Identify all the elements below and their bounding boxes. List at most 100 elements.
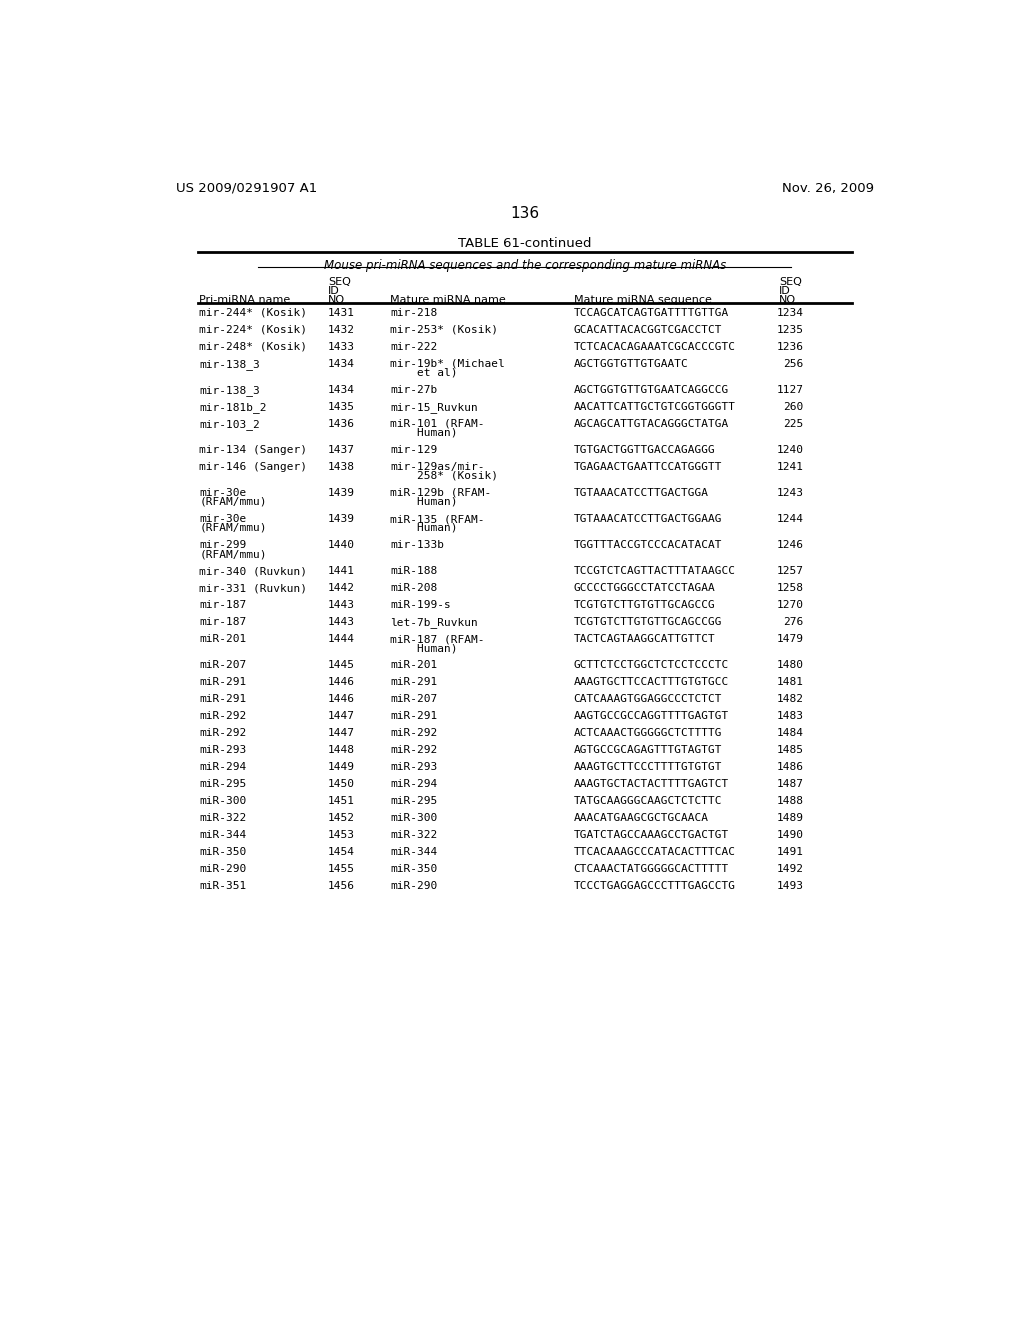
Text: miR-201: miR-201 (390, 660, 437, 671)
Text: 260: 260 (783, 401, 804, 412)
Text: miR-295: miR-295 (390, 796, 437, 807)
Text: 1454: 1454 (328, 847, 355, 857)
Text: 1439: 1439 (328, 515, 355, 524)
Text: mir-103_2: mir-103_2 (200, 418, 260, 429)
Text: mir-15_Ruvkun: mir-15_Ruvkun (390, 401, 478, 413)
Text: ACTCAAACTGGGGGCTCTTTTG: ACTCAAACTGGGGGCTCTTTTG (573, 729, 722, 738)
Text: 1244: 1244 (777, 515, 804, 524)
Text: 1449: 1449 (328, 762, 355, 772)
Text: mir-224* (Kosik): mir-224* (Kosik) (200, 325, 307, 335)
Text: 1435: 1435 (328, 401, 355, 412)
Text: et al): et al) (390, 367, 458, 378)
Text: 1438: 1438 (328, 462, 355, 471)
Text: ID: ID (779, 286, 791, 296)
Text: GCACATTACACGGTCGACCTCT: GCACATTACACGGTCGACCTCT (573, 325, 722, 335)
Text: AAACATGAAGCGCTGCAACA: AAACATGAAGCGCTGCAACA (573, 813, 709, 822)
Text: miR-344: miR-344 (200, 830, 247, 840)
Text: miR-300: miR-300 (390, 813, 437, 822)
Text: 1485: 1485 (777, 744, 804, 755)
Text: miR-350: miR-350 (390, 863, 437, 874)
Text: miR-300: miR-300 (200, 796, 247, 807)
Text: miR-101 (RFAM-: miR-101 (RFAM- (390, 418, 484, 429)
Text: mir-187: mir-187 (200, 601, 247, 610)
Text: 1489: 1489 (777, 813, 804, 822)
Text: TGTGACTGGTTGACCAGAGGG: TGTGACTGGTTGACCAGAGGG (573, 445, 716, 455)
Text: 1479: 1479 (777, 635, 804, 644)
Text: Mature miRNA sequence: Mature miRNA sequence (573, 296, 712, 305)
Text: 1453: 1453 (328, 830, 355, 840)
Text: miR-129b (RFAM-: miR-129b (RFAM- (390, 488, 492, 498)
Text: miR-293: miR-293 (390, 762, 437, 772)
Text: mir-134 (Sanger): mir-134 (Sanger) (200, 445, 307, 455)
Text: 1484: 1484 (777, 729, 804, 738)
Text: 1444: 1444 (328, 635, 355, 644)
Text: CTCAAACTATGGGGGCACTTTTT: CTCAAACTATGGGGGCACTTTTT (573, 863, 729, 874)
Text: miR-294: miR-294 (200, 762, 247, 772)
Text: miR-295: miR-295 (200, 779, 247, 789)
Text: mir-138_3: mir-138_3 (200, 359, 260, 370)
Text: mir-19b* (Michael: mir-19b* (Michael (390, 359, 505, 368)
Text: 1437: 1437 (328, 445, 355, 455)
Text: 1235: 1235 (777, 325, 804, 335)
Text: 1451: 1451 (328, 796, 355, 807)
Text: mir-248* (Kosik): mir-248* (Kosik) (200, 342, 307, 351)
Text: AAAGTGCTTCCCTTTTGTGTGT: AAAGTGCTTCCCTTTTGTGTGT (573, 762, 722, 772)
Text: AGCTGGTGTTGTGAATCAGGCCG: AGCTGGTGTTGTGAATCAGGCCG (573, 385, 729, 395)
Text: miR-322: miR-322 (390, 830, 437, 840)
Text: 1443: 1443 (328, 601, 355, 610)
Text: SEQ: SEQ (779, 277, 802, 286)
Text: 256: 256 (783, 359, 804, 368)
Text: 258* (Kosik): 258* (Kosik) (390, 471, 498, 480)
Text: GCCCCTGGGCCTATCCTAGAA: GCCCCTGGGCCTATCCTAGAA (573, 583, 716, 594)
Text: mir-299: mir-299 (200, 540, 247, 550)
Text: 1270: 1270 (777, 601, 804, 610)
Text: mir-222: mir-222 (390, 342, 437, 351)
Text: 1446: 1446 (328, 677, 355, 688)
Text: AAAGTGCTACTACTTTTGAGTCT: AAAGTGCTACTACTTTTGAGTCT (573, 779, 729, 789)
Text: 1258: 1258 (777, 583, 804, 594)
Text: 1431: 1431 (328, 308, 355, 318)
Text: Human): Human) (390, 496, 458, 507)
Text: AAAGTGCTTCCACTTTGTGTGCC: AAAGTGCTTCCACTTTGTGTGCC (573, 677, 729, 688)
Text: miR-187 (RFAM-: miR-187 (RFAM- (390, 635, 484, 644)
Text: AAGTGCCGCCAGGTTTTGAGTGT: AAGTGCCGCCAGGTTTTGAGTGT (573, 711, 729, 721)
Text: GCTTCTCCTGGCTCTCCTCCCTC: GCTTCTCCTGGCTCTCCTCCCTC (573, 660, 729, 671)
Text: miR-344: miR-344 (390, 847, 437, 857)
Text: US 2009/0291907 A1: US 2009/0291907 A1 (176, 182, 317, 194)
Text: TGAGAACTGAATTCCATGGGTT: TGAGAACTGAATTCCATGGGTT (573, 462, 722, 471)
Text: 1488: 1488 (777, 796, 804, 807)
Text: 1456: 1456 (328, 880, 355, 891)
Text: 1493: 1493 (777, 880, 804, 891)
Text: miR-322: miR-322 (200, 813, 247, 822)
Text: ID: ID (328, 286, 340, 296)
Text: 1434: 1434 (328, 359, 355, 368)
Text: mir-253* (Kosik): mir-253* (Kosik) (390, 325, 498, 335)
Text: 276: 276 (783, 618, 804, 627)
Text: miR-207: miR-207 (390, 694, 437, 705)
Text: 1440: 1440 (328, 540, 355, 550)
Text: Mouse pri-miRNA sequences and the corresponding mature miRNAs: Mouse pri-miRNA sequences and the corres… (324, 259, 726, 272)
Text: 1236: 1236 (777, 342, 804, 351)
Text: mir-30e: mir-30e (200, 488, 247, 498)
Text: 1241: 1241 (777, 462, 804, 471)
Text: miR-351: miR-351 (200, 880, 247, 891)
Text: miR-294: miR-294 (390, 779, 437, 789)
Text: TCCCTGAGGAGCCCTTTGAGCCTG: TCCCTGAGGAGCCCTTTGAGCCTG (573, 880, 735, 891)
Text: 225: 225 (783, 418, 804, 429)
Text: 1480: 1480 (777, 660, 804, 671)
Text: 1446: 1446 (328, 694, 355, 705)
Text: 1455: 1455 (328, 863, 355, 874)
Text: miR-292: miR-292 (200, 729, 247, 738)
Text: miR-291: miR-291 (200, 694, 247, 705)
Text: miR-292: miR-292 (200, 711, 247, 721)
Text: 1447: 1447 (328, 729, 355, 738)
Text: let-7b_Ruvkun: let-7b_Ruvkun (390, 618, 478, 628)
Text: mir-244* (Kosik): mir-244* (Kosik) (200, 308, 307, 318)
Text: CATCAAAGTGGAGGCCCTCTCT: CATCAAAGTGGAGGCCCTCTCT (573, 694, 722, 705)
Text: mir-146 (Sanger): mir-146 (Sanger) (200, 462, 307, 471)
Text: 1434: 1434 (328, 385, 355, 395)
Text: TGTAAACATCCTTGACTGGAAG: TGTAAACATCCTTGACTGGAAG (573, 515, 722, 524)
Text: mir-129as/mir-: mir-129as/mir- (390, 462, 484, 471)
Text: (RFAM/mmu): (RFAM/mmu) (200, 496, 267, 507)
Text: 1443: 1443 (328, 618, 355, 627)
